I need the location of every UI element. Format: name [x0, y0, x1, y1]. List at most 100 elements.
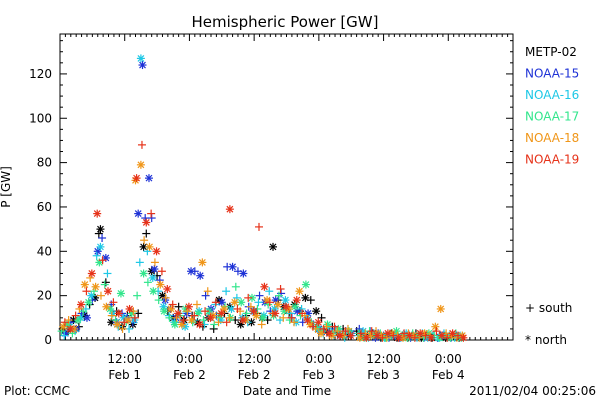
y-tick-label: 20: [37, 289, 52, 303]
data-point: [246, 302, 255, 311]
data-point: [233, 304, 242, 313]
plot-frame: [59, 33, 514, 341]
legend: METP-02 NOAA-15 NOAA-16 NOAA-17 NOAA-18 NOAA-…: [525, 45, 579, 167]
data-point: [125, 304, 134, 313]
data-point: [242, 309, 251, 318]
data-point: [362, 333, 371, 342]
y-tick-label: 80: [37, 156, 52, 170]
data-point: [431, 322, 440, 331]
y-tick-label: 0: [44, 333, 52, 347]
data-point: [346, 331, 355, 340]
data-point: [73, 316, 82, 325]
data-point: [71, 311, 80, 320]
data-point: [116, 289, 125, 298]
data-point: [170, 320, 179, 329]
plot-source: Plot: CCMC: [4, 384, 70, 398]
data-point: [211, 298, 220, 307]
data-point: [84, 298, 93, 307]
data-point: [135, 258, 144, 267]
data-point: [177, 320, 186, 329]
data-point: [238, 316, 247, 325]
data-point: [203, 287, 212, 296]
data-point: [144, 174, 153, 183]
data-point: [195, 320, 204, 329]
y-axis-label: P [GW]: [0, 166, 13, 208]
data-point: [198, 258, 207, 267]
series-noaa-16: [60, 54, 465, 342]
data-point: [160, 307, 169, 316]
data-point: [96, 291, 105, 300]
data-point: [225, 313, 234, 322]
x-tick-time-label: 12:00: [366, 352, 401, 366]
x-tick-time-label: 0:00: [435, 352, 462, 366]
data-point: [273, 300, 282, 309]
legend-entry-noaa-19: NOAA-19: [525, 153, 579, 167]
data-point: [239, 269, 248, 278]
data-point: [147, 209, 156, 218]
data-point: [279, 313, 288, 322]
data-point: [109, 298, 118, 307]
y-axis: 0 20 40 60 80 100 120: [29, 40, 513, 347]
data-point: [168, 300, 177, 309]
data-point: [150, 258, 159, 267]
data-point: [276, 285, 285, 293]
data-point: [80, 280, 89, 289]
data-point: [190, 311, 199, 320]
marker-legend-south: + south: [525, 301, 572, 315]
data-point: [410, 333, 419, 342]
data-point: [118, 324, 127, 333]
data-point: [201, 307, 210, 316]
data-point: [427, 333, 436, 342]
data-point: [210, 320, 219, 329]
marker-legend: + south * north: [525, 301, 572, 347]
data-point: [306, 296, 315, 305]
legend-entry-noaa-15: NOAA-15: [525, 67, 579, 81]
data-point: [312, 307, 321, 316]
data-point: [190, 267, 199, 276]
data-point: [130, 313, 139, 322]
data-point: [96, 242, 105, 251]
data-point: [317, 329, 326, 338]
data-point: [230, 298, 239, 307]
plot-timestamp: 2011/02/04 00:25:06: [469, 384, 596, 398]
data-point: [301, 280, 310, 289]
data-point: [134, 209, 143, 218]
data-point: [214, 318, 223, 327]
x-axis: 12:00 Feb 1 0:00 Feb 2 12:00 Feb 2 0:00 Feb 3 12…: [59, 34, 514, 382]
y-tick-label: 40: [37, 244, 52, 258]
data-point: [314, 318, 323, 327]
data-point: [87, 269, 96, 278]
data-point: [60, 318, 69, 327]
series-noaa-19: [60, 140, 468, 342]
data-point: [367, 327, 376, 336]
x-tick-time-label: 12:00: [237, 352, 272, 366]
data-point: [132, 174, 141, 183]
legend-entry-noaa-16: NOAA-16: [525, 88, 579, 102]
data-point: [59, 322, 68, 331]
data-point: [145, 242, 154, 251]
data-point: [136, 160, 145, 169]
y-tick-label: 100: [29, 111, 52, 125]
x-tick-date-label: Feb 4: [432, 368, 465, 382]
data-point: [265, 298, 274, 307]
x-tick-time-label: 0:00: [176, 352, 203, 366]
data-point: [219, 304, 228, 313]
data-point: [254, 222, 263, 231]
data-point: [260, 282, 269, 291]
data-point: [156, 280, 165, 289]
data-point: [149, 287, 158, 296]
data-point: [255, 291, 264, 300]
data-point: [196, 271, 205, 280]
marker-legend-north: * north: [525, 333, 567, 347]
data-point: [432, 327, 441, 336]
x-tick-date-label: Feb 1: [108, 368, 141, 382]
data-point: [103, 269, 112, 278]
data-point: [317, 313, 326, 322]
data-point: [333, 327, 342, 336]
data-point: [378, 333, 387, 342]
data-point: [152, 247, 161, 256]
data-point: [298, 309, 307, 318]
data-point: [163, 285, 172, 293]
x-axis-label: Date and Time: [243, 384, 331, 398]
